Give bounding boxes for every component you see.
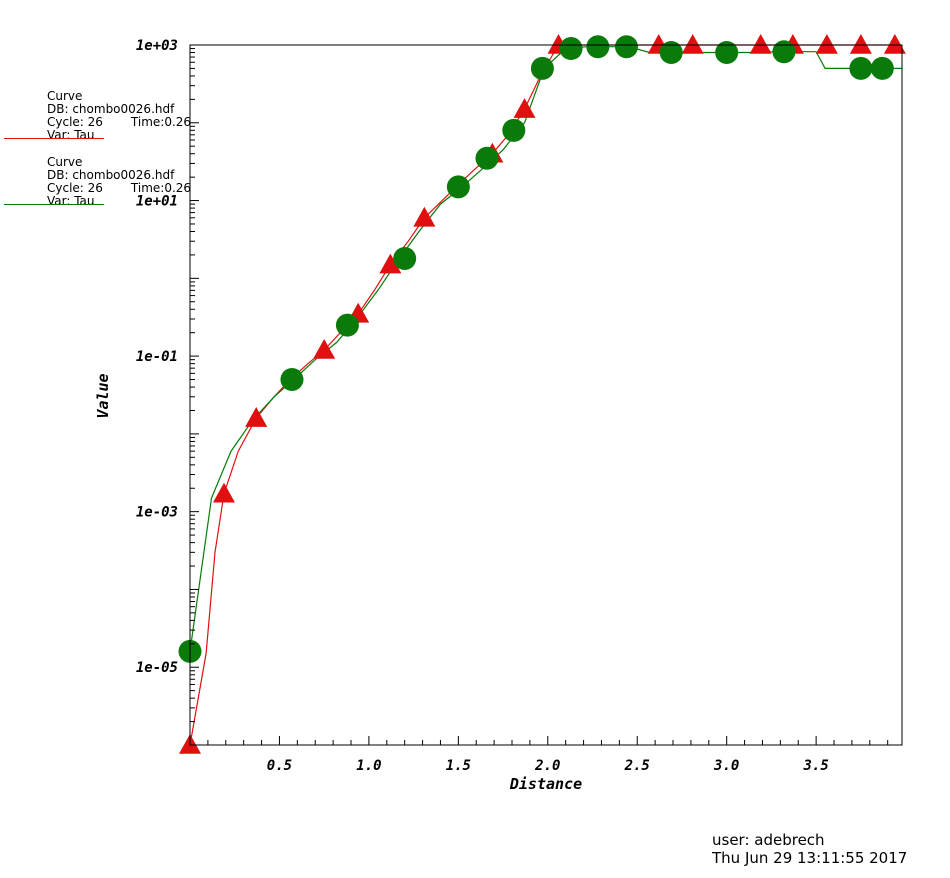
plot-area xyxy=(178,34,906,754)
data-point-triangle xyxy=(849,34,872,54)
y-tick-label: 1e-05 xyxy=(136,660,178,676)
data-point-triangle xyxy=(749,34,772,54)
data-point-circle xyxy=(280,368,304,392)
x-axis-label: Distance xyxy=(509,775,582,793)
legend-time: Time:0.26 xyxy=(130,115,192,129)
data-point-triangle xyxy=(815,34,838,54)
legend-line-2 xyxy=(4,204,104,205)
legend-title: Curve xyxy=(47,89,83,103)
y-axis-label: Value xyxy=(94,373,112,418)
series-line-2 xyxy=(189,46,902,652)
y-tick-label: 1e+01 xyxy=(136,194,178,210)
x-tick-label: 2.0 xyxy=(534,758,560,774)
data-point-triangle xyxy=(212,482,235,503)
data-point-triangle xyxy=(413,206,436,227)
y-tick-label: 1e-03 xyxy=(136,505,178,521)
data-point-triangle xyxy=(313,338,336,359)
data-point-triangle xyxy=(245,407,268,427)
data-point-circle xyxy=(559,37,583,61)
data-point-circle xyxy=(446,175,470,199)
plot-frame xyxy=(189,44,903,746)
footer-datetime: Thu Jun 29 13:11:55 2017 xyxy=(712,849,908,867)
legend-cycle: Cycle: 26 xyxy=(47,181,103,195)
footer-user: user: adebrech xyxy=(712,831,825,849)
x-tick-label: 0.5 xyxy=(267,758,292,774)
data-point-circle xyxy=(475,146,499,170)
data-point-circle xyxy=(870,56,894,80)
legend-db: DB: chombo0026.hdf xyxy=(47,168,175,182)
legend-entry-1: Curve DB: chombo0026.hdf Cycle: 26 Time:0… xyxy=(47,90,191,142)
x-tick-label: 1.0 xyxy=(356,758,381,774)
data-point-circle xyxy=(530,56,554,80)
x-tick-label: 1.5 xyxy=(446,758,471,774)
legend-cycle-time: Cycle: 26 Time:0.26 xyxy=(47,116,191,129)
series-line-1 xyxy=(189,44,895,746)
data-point-triangle xyxy=(681,34,704,54)
data-point-circle xyxy=(615,35,639,59)
legend-db: DB: chombo0026.hdf xyxy=(47,102,175,116)
data-point-circle xyxy=(393,246,417,270)
axes: 1e-05 1e-03 1e-01 1e+01 1e+03 0.5 1.0 1.5 2.0 2.5… xyxy=(136,38,889,774)
data-point-triangle xyxy=(379,253,402,274)
legend-title: Curve xyxy=(47,155,83,169)
y-tick-label: 1e+03 xyxy=(136,38,178,54)
data-point-circle xyxy=(659,41,683,65)
data-point-circle xyxy=(586,35,610,59)
legend-cycle-time: Cycle: 26 Time:0.26 xyxy=(47,182,191,195)
legend-var: Var: Tau xyxy=(47,128,95,142)
data-point-circle xyxy=(502,118,526,142)
data-point-triangle xyxy=(513,98,536,118)
legend-cycle: Cycle: 26 xyxy=(47,115,103,129)
legend-var: Var: Tau xyxy=(47,194,95,208)
data-point-circle xyxy=(335,313,359,337)
legend-line-1 xyxy=(4,138,104,139)
data-point-circle xyxy=(849,56,873,80)
data-point-triangle xyxy=(883,34,906,54)
y-tick-label: 1e-01 xyxy=(136,349,178,365)
x-tick-label: 2.5 xyxy=(624,758,650,774)
x-tick-label: 3.0 xyxy=(713,758,739,774)
legend-time: Time:0.26 xyxy=(130,181,192,195)
x-tick-label: 3.5 xyxy=(802,758,828,774)
data-point-circle xyxy=(715,41,739,65)
legend-entry-2: Curve DB: chombo0026.hdf Cycle: 26 Time:0… xyxy=(47,156,191,208)
data-point-circle xyxy=(772,40,796,64)
